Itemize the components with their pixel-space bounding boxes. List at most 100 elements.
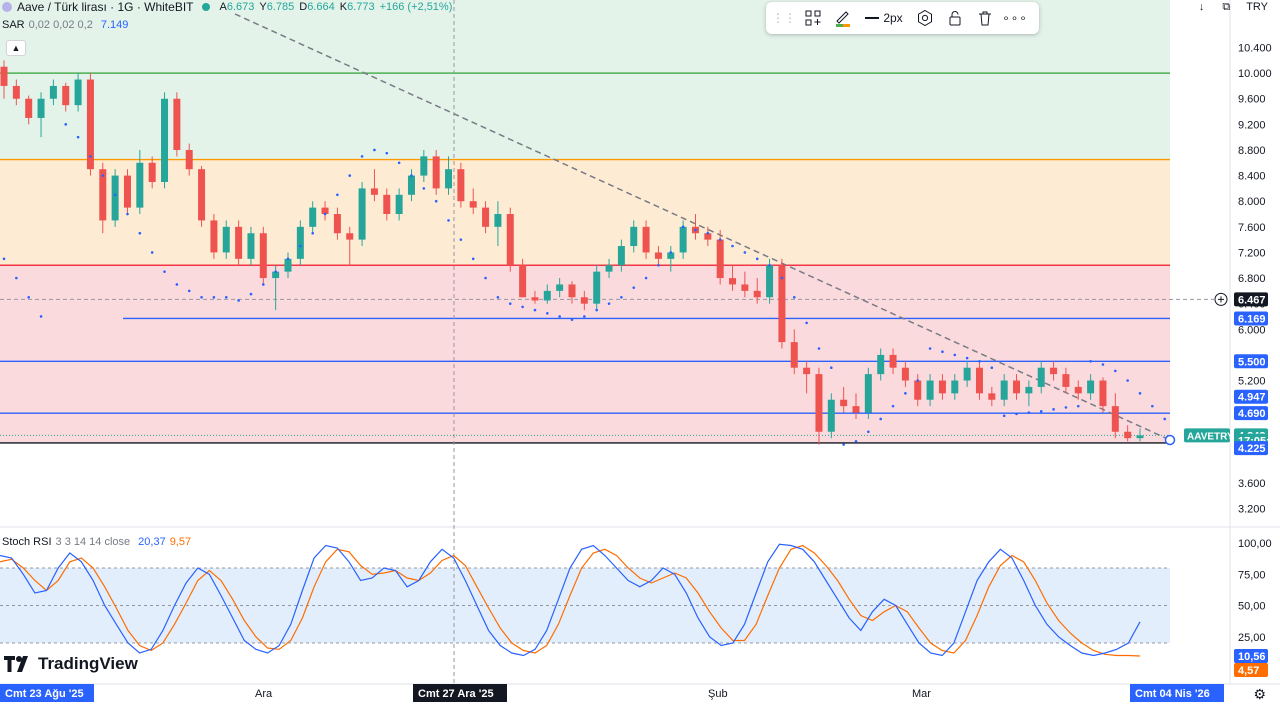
sar-dot [163,270,166,273]
sar-dot [496,295,500,299]
price-tag-bg [1234,406,1268,421]
candle [395,188,403,221]
candle-body [580,297,588,304]
candle-body [568,284,576,298]
candle-body [556,284,564,291]
candle-body [25,98,33,118]
sar-dot [64,123,68,126]
fullscreen-icon[interactable]: ⧉ [1222,0,1231,13]
rsi-axis-label: 100,00 [1238,538,1272,550]
trendline [234,13,1171,441]
candle [506,207,514,272]
candle-body [901,367,909,381]
price-axis-label: 10.000 [1238,68,1272,80]
sar-dot [1064,406,1068,409]
price-tag-bg [1234,354,1268,369]
candle-body [840,399,848,407]
trash-icon[interactable] [972,5,998,31]
candle [889,348,897,375]
candle-body [926,380,934,400]
symbol-title[interactable]: Aave / Türk lirası · 1G · WhiteBIT [17,0,194,14]
candle-body [963,367,971,381]
price-axis-label: 8.800 [1238,145,1266,157]
sar-dot [792,295,796,299]
sar-dot [718,238,722,241]
candle-body [136,162,144,208]
candle [630,220,638,253]
candle [25,95,33,125]
candle-body [531,297,539,301]
candle-body [1099,380,1107,407]
arrow-down-icon[interactable]: ↓ [1198,1,1205,13]
candle [605,258,613,279]
sar-dot [1151,404,1154,408]
sar-legend[interactable]: SAR 0,02 0,02 0,2 7.149 [2,19,128,31]
lock-icon[interactable] [942,5,968,31]
symbol-icon [2,2,12,12]
candle-body [370,188,378,195]
stoch-rsi-legend[interactable]: Stoch RSI 3 3 14 14 close 20,37 9,57 [2,536,191,548]
candle-body [766,265,774,298]
price-axis-label: 5.200 [1238,376,1266,388]
rsi-tag: 10,56 [1238,651,1266,663]
rsi-axis-label: 75,00 [1238,569,1266,581]
sar-dot [336,193,339,197]
rsi-axis-label: 50,00 [1238,601,1266,613]
candle-body [1087,380,1095,394]
price-tag: 4.690 [1238,408,1266,420]
candle [136,149,144,215]
sar-dot [916,379,920,382]
drag-handle-icon[interactable]: ⋮⋮ [772,11,796,25]
candle-body [247,233,255,259]
sar-dot [360,155,364,158]
zone-red [0,265,1170,443]
candle [321,201,329,221]
candle [840,386,848,413]
sar-dot [1101,363,1105,366]
candle-body [729,278,737,285]
candle [445,156,453,195]
line-width-button[interactable]: 2px [860,5,908,31]
candle-body [111,175,119,221]
candle-body [62,85,70,106]
currency-selector[interactable]: TRY [1246,1,1268,13]
candle-body [296,226,304,259]
sar-dot [953,353,957,357]
candle [1013,374,1021,400]
sar-dot [891,404,895,408]
candle [1111,393,1119,439]
settings-hexagon-icon[interactable] [912,5,938,31]
candle [494,201,502,247]
sar-dot [657,263,660,267]
candle-body [716,239,724,279]
ohlc-close-label: K [339,1,348,13]
sar-dot [978,360,981,363]
tradingview-logo[interactable]: TradingView [4,654,138,674]
candle [667,246,675,272]
more-options-icon[interactable]: ∘∘∘ [1002,11,1028,25]
sar-dot [1089,360,1092,363]
candle-body [284,258,292,272]
candle [148,156,156,189]
candle-body [198,169,206,221]
ohlc-change: +166 (+2,51%) [379,1,453,13]
candle-body [123,175,131,208]
candle-body [333,214,341,234]
pencil-color-icon[interactable] [830,5,856,31]
candle-body [617,246,625,266]
candle-body [1013,380,1021,394]
ohlc-open-label: A [219,1,227,13]
sar-dot [1138,392,1142,395]
sar-dot [410,174,413,177]
candle-body [753,290,761,298]
candle [593,265,601,311]
sar-dot [743,251,747,254]
candle [123,169,131,215]
candle-body [605,265,613,272]
collapse-legend-button[interactable]: ▲ [6,40,26,56]
sar-dot [471,257,475,261]
axis-settings-icon[interactable]: ⚙ [1253,686,1266,702]
sar-dot [854,440,858,443]
add-object-icon[interactable] [800,5,826,31]
